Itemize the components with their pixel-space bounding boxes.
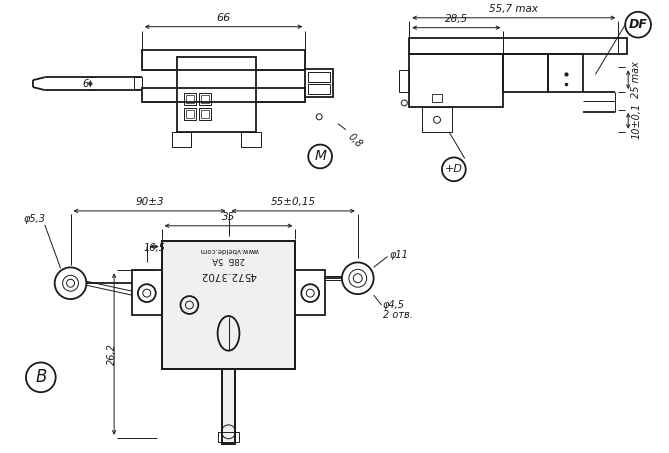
Text: 55,7 max: 55,7 max [489,4,539,14]
Text: www.vbelde.com: www.vbelde.com [199,246,258,253]
Bar [422,107,452,132]
Bar [503,54,548,92]
Bar [199,108,211,120]
Bar [177,58,256,132]
Bar [162,241,296,369]
Text: 16,5: 16,5 [143,243,165,253]
Bar [432,94,442,102]
Bar [296,270,325,315]
Text: φ5,3: φ5,3 [24,214,46,224]
Text: +D: +D [445,164,463,174]
Text: φ4,5: φ4,5 [383,300,405,310]
Bar [221,369,235,443]
Text: 4572.3702: 4572.3702 [201,270,257,280]
Text: 35: 35 [222,212,235,222]
Bar [199,93,211,105]
Text: 90±3: 90±3 [135,197,164,207]
Bar [142,88,305,102]
Bar [241,132,261,146]
Text: B: B [35,368,47,386]
Bar [399,70,409,92]
Bar [308,84,330,94]
Text: 10±0,1: 10±0,1 [631,103,641,139]
Bar [201,110,209,118]
Bar [162,241,296,369]
Bar [308,72,330,82]
Text: 0,8: 0,8 [346,132,364,150]
Text: 2 отв.: 2 отв. [383,310,412,320]
Text: 25 max: 25 max [631,61,641,98]
Text: DF: DF [629,18,648,31]
Text: φ11: φ11 [389,251,408,260]
Bar [187,110,195,118]
Text: 66: 66 [217,13,231,23]
Bar [185,108,196,120]
Bar [305,69,333,97]
Bar [134,77,142,89]
Text: M: M [314,149,326,164]
Bar [548,54,583,92]
Bar [187,95,195,103]
Bar [217,432,240,442]
Bar [221,369,235,443]
Bar [132,270,162,315]
Bar [201,95,209,103]
Bar [142,50,305,70]
Bar [409,54,503,107]
Bar [409,38,628,54]
Bar [171,132,191,146]
Text: 26,2: 26,2 [107,343,117,365]
Text: 55±0,15: 55±0,15 [270,197,316,207]
Text: 6: 6 [82,79,88,89]
Text: 28Б  5A: 28Б 5A [212,255,245,265]
Bar [185,93,196,105]
Text: 28,5: 28,5 [445,14,468,24]
